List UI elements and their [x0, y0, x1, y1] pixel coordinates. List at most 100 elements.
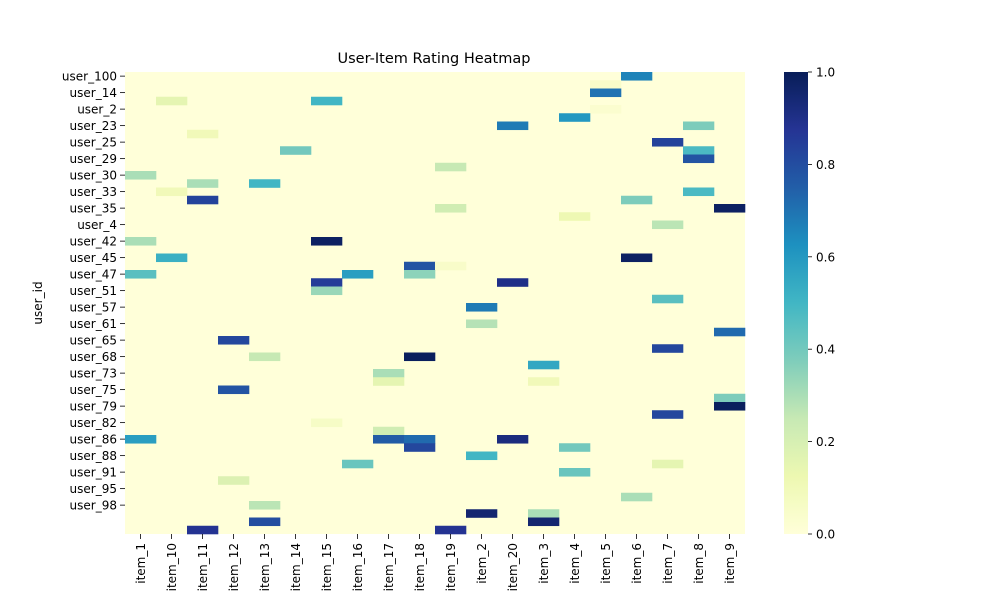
heatmap-cell	[652, 294, 684, 304]
x-tick-label: item_16	[351, 543, 365, 591]
x-tick-label: item_14	[289, 543, 303, 591]
y-tick-label: user_45	[70, 251, 117, 265]
heatmap-cell	[404, 261, 436, 271]
x-tick-label: item_12	[227, 543, 241, 591]
y-tick-label: user_57	[70, 301, 117, 315]
heatmap-cell	[404, 435, 436, 444]
heatmap-cell	[249, 517, 281, 527]
x-tick-label: item_2	[475, 543, 489, 584]
y-tick-label: user_30	[70, 169, 117, 183]
x-tick-label: item_4	[568, 543, 582, 584]
heatmap-cell	[342, 459, 374, 469]
heatmap-cells	[125, 72, 746, 535]
y-tick-label: user_82	[70, 416, 117, 430]
x-tick-label: item_8	[692, 543, 706, 584]
y-tick-label: user_14	[70, 86, 117, 100]
x-tick-label: item_5	[599, 543, 613, 584]
y-tick-label: user_35	[70, 202, 117, 216]
heatmap-cell	[497, 278, 529, 287]
heatmap-cell	[683, 121, 715, 131]
plot-area	[125, 72, 745, 534]
heatmap-cell	[435, 162, 467, 172]
x-tick-label: item_7	[661, 543, 675, 584]
heatmap-cell	[683, 146, 715, 155]
colorbar-tick-label: 0.4	[816, 343, 835, 357]
y-axis-ticks: user_100 user_14 user_2 user_23 user_25 user_…	[62, 70, 125, 513]
heatmap-cell	[249, 179, 281, 188]
y-tick-label: user_68	[70, 350, 117, 364]
heatmap-cell	[311, 278, 343, 287]
heatmap-cell	[156, 253, 188, 263]
chart-title: User-Item Rating Heatmap	[338, 51, 531, 67]
heatmap-cell	[156, 96, 188, 106]
y-tick-label: user_51	[70, 284, 117, 298]
y-tick-label: user_47	[70, 268, 117, 282]
heatmap-cell	[683, 187, 715, 197]
colorbar-ticks: 0.0 0.2 0.4 0.6 0.8 1.0	[808, 66, 835, 542]
heatmap-cell	[435, 204, 467, 213]
x-tick-label: item_9	[723, 543, 737, 584]
colorbar-tick-label: 1.0	[816, 66, 835, 80]
heatmap-cell	[187, 129, 219, 139]
heatmap-cell	[187, 179, 219, 188]
heatmap-cell	[218, 476, 250, 485]
colorbar	[784, 72, 808, 534]
y-tick-label: user_25	[70, 136, 117, 150]
y-tick-label: user_61	[70, 317, 117, 331]
heatmap-cell	[559, 468, 591, 477]
heatmap-cell	[652, 459, 684, 469]
heatmap-cell	[528, 509, 560, 518]
x-tick-label: item_18	[413, 543, 427, 591]
heatmap-cell	[652, 220, 684, 230]
y-tick-label: user_100	[62, 70, 117, 84]
heatmap-cell	[218, 385, 250, 395]
heatmap-cell	[373, 426, 405, 436]
x-tick-label: item_3	[537, 543, 551, 584]
y-tick-label: user_88	[70, 449, 117, 463]
y-tick-label: user_98	[70, 499, 117, 513]
heatmap-cell	[714, 204, 746, 213]
y-axis-label: user_id	[31, 281, 45, 324]
heatmap-cell	[528, 517, 560, 527]
heatmap-cell	[652, 138, 684, 147]
y-tick-label: user_73	[70, 367, 117, 381]
x-tick-label: item_11	[196, 543, 210, 591]
heatmap-cell	[559, 443, 591, 452]
heatmap-cell	[497, 435, 529, 444]
heatmap-cell	[373, 435, 405, 444]
heatmap-cell	[466, 509, 498, 518]
x-tick-label: item_10	[165, 543, 179, 591]
x-tick-label: item_6	[630, 543, 644, 584]
heatmap-cell	[249, 352, 281, 362]
heatmap-cell	[621, 72, 653, 81]
heatmap-cell	[404, 270, 436, 279]
heatmap-cell	[311, 237, 343, 246]
heatmap-cell	[528, 360, 560, 370]
y-tick-label: user_86	[70, 433, 117, 447]
heatmap-cell	[404, 443, 436, 452]
heatmap-cell	[435, 525, 467, 535]
heatmap-cell	[621, 195, 653, 205]
x-tick-label: item_13	[258, 543, 272, 591]
x-tick-label: item_19	[444, 543, 458, 591]
y-tick-label: user_33	[70, 185, 117, 199]
heatmap-cell	[280, 146, 312, 155]
y-tick-label: user_23	[70, 119, 117, 133]
y-tick-label: user_65	[70, 334, 117, 348]
colorbar-tick-label: 0.8	[816, 158, 835, 172]
y-tick-label: user_95	[70, 482, 117, 496]
heatmap-cell	[156, 187, 188, 197]
heatmap-cell	[125, 270, 157, 279]
y-tick-label: user_29	[70, 152, 117, 166]
heatmap-cell	[590, 80, 622, 89]
y-tick-label: user_2	[77, 103, 117, 117]
heatmap-cell	[311, 286, 343, 296]
heatmap-cell	[404, 352, 436, 362]
heatmap-cell	[652, 410, 684, 419]
y-tick-label: user_79	[70, 400, 117, 414]
x-tick-label: item_20	[506, 543, 520, 591]
x-axis-ticks: item_1 item_10 item_11 item_12 item_13 item_1…	[134, 534, 737, 591]
heatmap-cell	[497, 121, 529, 131]
heatmap-cell	[125, 171, 157, 180]
colorbar-tick-label: 0.6	[816, 250, 835, 264]
